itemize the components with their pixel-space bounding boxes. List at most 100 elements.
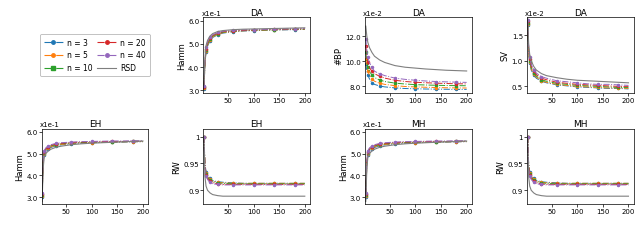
n = 5	[250, 30, 257, 33]
n = 20	[291, 183, 298, 186]
n = 3	[553, 84, 561, 87]
n = 10	[584, 85, 591, 88]
n = 40	[250, 184, 257, 186]
Line: n = 10: n = 10	[203, 136, 306, 185]
n = 5	[47, 146, 54, 149]
n = 5	[365, 149, 373, 152]
n = 20	[584, 84, 591, 87]
n = 5	[214, 181, 221, 184]
Line: n = 20: n = 20	[203, 136, 306, 186]
Line: n = 5: n = 5	[203, 29, 306, 90]
n = 5	[524, 24, 531, 26]
n = 20	[229, 30, 237, 33]
n = 5	[543, 182, 550, 184]
n = 20	[219, 31, 227, 34]
n = 5	[204, 175, 211, 178]
n = 20	[362, 193, 370, 195]
n = 40	[229, 184, 237, 186]
n = 20	[368, 146, 376, 148]
n = 5	[463, 141, 470, 143]
n = 20	[214, 33, 221, 35]
n = 3	[204, 174, 211, 177]
n = 10	[604, 86, 612, 89]
RSD	[301, 27, 308, 30]
n = 20	[376, 143, 383, 146]
n = 5	[452, 141, 460, 143]
RSD	[202, 185, 210, 188]
n = 5	[363, 65, 371, 68]
RSD	[52, 146, 60, 149]
n = 20	[301, 28, 308, 31]
n = 3	[584, 182, 591, 185]
n = 20	[39, 161, 47, 164]
n = 20	[363, 56, 371, 58]
n = 5	[391, 85, 399, 88]
n = 5	[38, 195, 46, 198]
n = 40	[381, 75, 388, 78]
RSD	[432, 141, 440, 144]
RSD	[204, 189, 211, 192]
n = 20	[200, 136, 208, 138]
n = 40	[625, 184, 632, 186]
n = 3	[214, 34, 221, 37]
n = 20	[401, 81, 409, 84]
RSD	[391, 65, 399, 68]
n = 40	[301, 28, 308, 31]
n = 5	[239, 30, 247, 33]
n = 10	[538, 182, 545, 184]
n = 5	[202, 50, 210, 53]
n = 10	[573, 183, 581, 185]
RSD	[204, 40, 211, 42]
n = 20	[432, 140, 440, 143]
n = 40	[391, 141, 399, 144]
n = 3	[280, 182, 288, 185]
n = 40	[625, 85, 632, 87]
n = 5	[363, 164, 371, 166]
n = 3	[538, 180, 545, 183]
RSD	[532, 193, 540, 196]
n = 10	[524, 136, 531, 138]
n = 5	[401, 86, 409, 88]
n = 3	[365, 78, 373, 81]
n = 40	[88, 140, 95, 143]
n = 3	[40, 154, 48, 156]
RSD	[200, 136, 208, 138]
n = 40	[594, 184, 602, 186]
n = 5	[368, 147, 376, 150]
n = 40	[209, 34, 216, 37]
n = 10	[463, 140, 470, 143]
n = 40	[239, 184, 247, 186]
Text: x1e-2: x1e-2	[525, 11, 545, 17]
n = 40	[363, 160, 371, 163]
RSD	[543, 75, 550, 78]
n = 3	[363, 71, 371, 73]
n = 3	[526, 63, 534, 65]
n = 10	[526, 172, 534, 175]
n = 40	[362, 38, 370, 41]
n = 40	[77, 141, 85, 143]
n = 5	[40, 153, 48, 155]
n = 20	[206, 180, 214, 183]
n = 20	[371, 144, 378, 147]
n = 20	[57, 142, 65, 145]
n = 10	[553, 83, 561, 85]
Line: n = 40: n = 40	[203, 28, 306, 88]
RSD	[563, 79, 571, 81]
RSD	[442, 141, 450, 144]
Line: n = 5: n = 5	[365, 141, 468, 197]
RSD	[239, 29, 247, 31]
RSD	[532, 69, 540, 72]
n = 10	[270, 183, 278, 185]
n = 10	[38, 194, 46, 196]
n = 40	[543, 77, 550, 80]
n = 3	[614, 182, 622, 185]
RSD	[401, 67, 409, 69]
n = 10	[204, 44, 211, 46]
n = 40	[376, 142, 383, 145]
RSD	[229, 29, 237, 32]
n = 5	[270, 29, 278, 32]
Line: n = 3: n = 3	[527, 25, 630, 91]
RSD	[280, 195, 288, 198]
Line: n = 20: n = 20	[203, 29, 306, 88]
n = 10	[401, 142, 409, 144]
